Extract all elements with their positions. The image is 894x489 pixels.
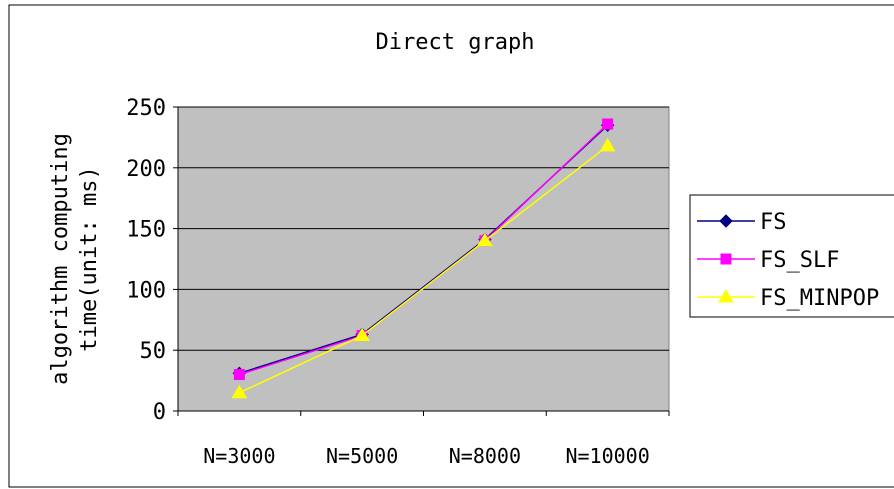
- legend-label: FS: [760, 210, 787, 235]
- axes: [173, 106, 670, 416]
- chart-title: Direct graph: [376, 30, 535, 55]
- y-axis-label-line-2: time(unit: ms): [77, 166, 102, 351]
- y-tick-label: 0: [153, 400, 166, 425]
- y-tick-label: 200: [126, 157, 166, 182]
- legend-marker: [720, 253, 732, 265]
- y-tick-label: 250: [126, 96, 166, 121]
- data-point: [477, 232, 493, 247]
- data-point: [231, 384, 248, 399]
- legend-marker: [719, 214, 733, 228]
- data-point: [599, 137, 616, 152]
- data-point: [233, 369, 245, 381]
- x-tick-label: N=3000: [203, 444, 275, 468]
- x-tick-labels: N=3000 N=5000 N=8000 N=10000: [203, 444, 650, 468]
- legend-entry: FS_MINPOP: [697, 286, 879, 311]
- legend-entry: FS_SLF: [697, 248, 839, 273]
- data-point: [354, 327, 370, 342]
- legend: FS FS_SLF FS_MINPOP: [697, 210, 879, 311]
- series-fs-minpop: [231, 137, 616, 399]
- y-tick-label: 100: [126, 278, 166, 303]
- series-line: [239, 145, 609, 394]
- plot-area: [177, 106, 670, 412]
- y-tick-labels: 0 50 100 150 200 250: [126, 96, 166, 425]
- y-tick-label: 50: [140, 339, 167, 364]
- x-tick-label: N=8000: [449, 444, 521, 468]
- x-tick-label: N=10000: [565, 444, 649, 468]
- legend-marker: [718, 289, 734, 303]
- y-axis-label-line-1: algorithm computing: [48, 133, 73, 385]
- legend-label: FS_MINPOP: [760, 286, 879, 311]
- y-tick-label: 150: [126, 218, 166, 243]
- data-point: [602, 118, 614, 130]
- legend-label: FS_SLF: [760, 248, 839, 273]
- gridlines: [178, 106, 669, 351]
- legend-entry: FS: [697, 210, 787, 235]
- series-layer: [231, 118, 616, 399]
- x-tick-label: N=5000: [326, 444, 398, 468]
